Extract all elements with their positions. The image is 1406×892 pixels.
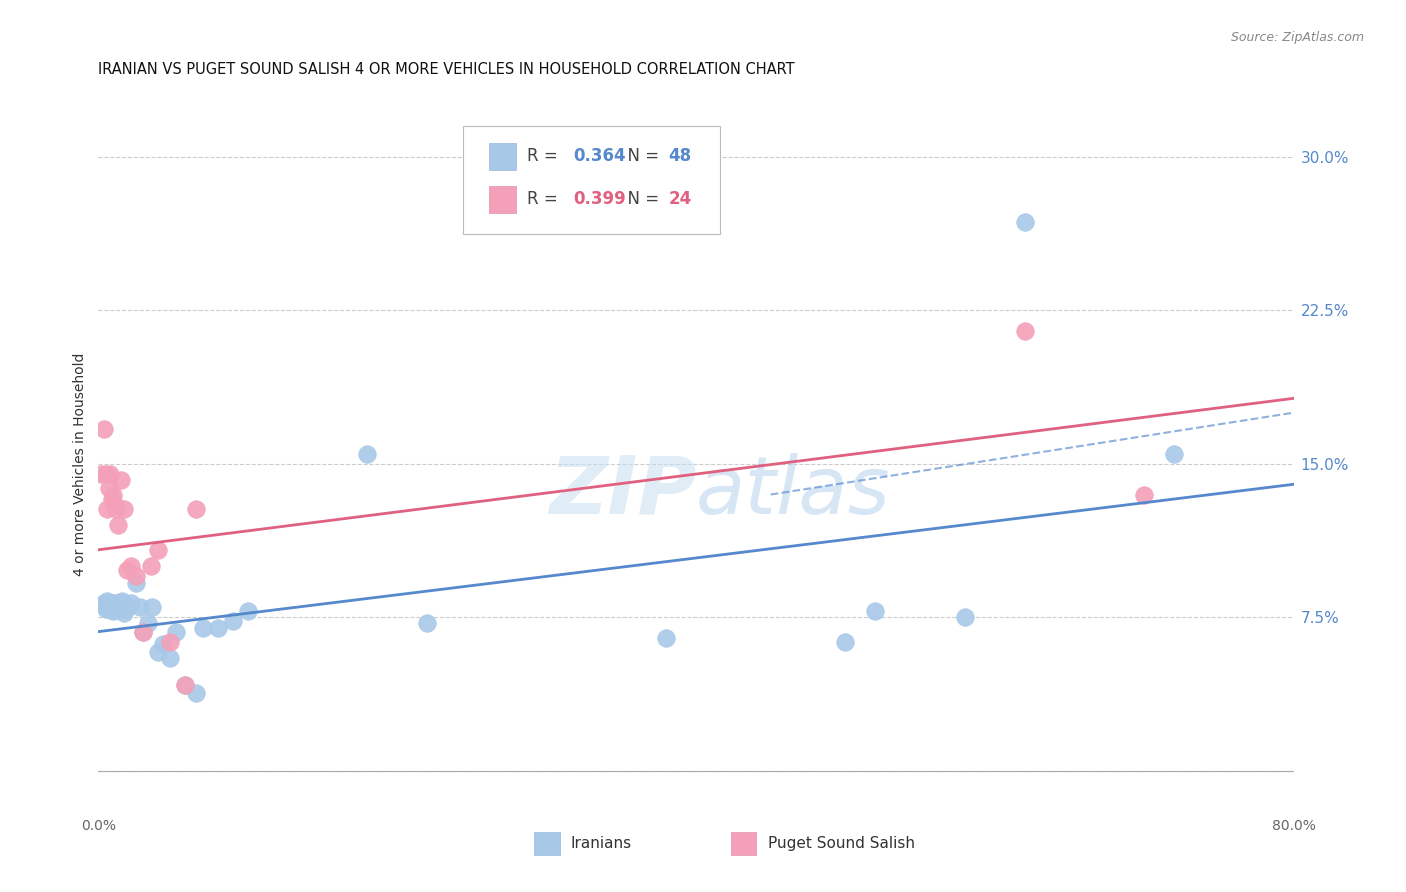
Point — [101, 491, 124, 506]
Point — [416, 616, 439, 631]
Point — [191, 621, 214, 635]
Text: R =: R = — [527, 147, 564, 165]
Point — [93, 422, 115, 436]
Point — [112, 501, 135, 516]
Text: N =: N = — [617, 191, 665, 209]
Point — [104, 498, 127, 512]
Point — [117, 600, 139, 615]
Point — [96, 600, 118, 615]
Point — [1014, 215, 1036, 229]
Point — [103, 604, 125, 618]
Point — [114, 602, 136, 616]
Point — [222, 615, 245, 629]
Point — [125, 569, 148, 583]
Y-axis label: 4 or more Vehicles in Household: 4 or more Vehicles in Household — [73, 352, 87, 575]
Point — [110, 596, 132, 610]
Point — [107, 596, 129, 610]
Text: 0.399: 0.399 — [572, 191, 626, 209]
Text: Puget Sound Salish: Puget Sound Salish — [768, 836, 915, 851]
Point — [152, 637, 174, 651]
Point — [136, 616, 159, 631]
Point — [104, 596, 127, 610]
Text: 48: 48 — [668, 147, 692, 165]
Point — [159, 651, 181, 665]
Point — [1133, 487, 1156, 501]
Point — [159, 635, 181, 649]
Point — [103, 487, 125, 501]
Point — [207, 621, 229, 635]
Point — [98, 600, 122, 615]
Point — [110, 473, 132, 487]
Point — [105, 600, 128, 615]
Point — [139, 559, 162, 574]
Point — [834, 635, 856, 649]
Point — [184, 501, 207, 516]
Point — [129, 600, 152, 615]
Bar — [489, 186, 516, 212]
Text: 0.364: 0.364 — [572, 147, 626, 165]
Text: atlas: atlas — [696, 452, 891, 531]
Point — [108, 600, 131, 615]
Text: Source: ZipAtlas.com: Source: ZipAtlas.com — [1230, 31, 1364, 45]
Point — [141, 600, 163, 615]
Bar — [489, 143, 516, 169]
Text: R =: R = — [527, 191, 564, 209]
Point — [94, 602, 117, 616]
Point — [103, 598, 125, 612]
Point — [1014, 324, 1036, 338]
Point — [953, 610, 976, 624]
Point — [93, 596, 115, 610]
Point — [101, 602, 124, 616]
Point — [865, 604, 887, 618]
Point — [98, 467, 122, 481]
Point — [96, 501, 118, 516]
Point — [90, 467, 112, 481]
Point — [165, 624, 187, 639]
Point — [148, 645, 170, 659]
Point — [655, 631, 678, 645]
Point — [104, 600, 127, 615]
Point — [94, 467, 117, 481]
Text: ZIP: ZIP — [548, 452, 696, 531]
Point — [97, 482, 120, 496]
Text: IRANIAN VS PUGET SOUND SALISH 4 OR MORE VEHICLES IN HOUSEHOLD CORRELATION CHART: IRANIAN VS PUGET SOUND SALISH 4 OR MORE … — [98, 62, 794, 78]
Point — [97, 602, 120, 616]
Point — [356, 447, 378, 461]
Point — [174, 678, 197, 692]
Point — [97, 596, 120, 610]
Point — [125, 575, 148, 590]
Text: N =: N = — [617, 147, 665, 165]
Point — [98, 602, 122, 616]
Point — [120, 559, 142, 574]
Text: Iranians: Iranians — [571, 836, 631, 851]
Point — [111, 594, 134, 608]
FancyBboxPatch shape — [463, 127, 720, 235]
Point — [105, 602, 128, 616]
Point — [115, 563, 138, 577]
Point — [184, 686, 207, 700]
Point — [132, 624, 155, 639]
Point — [236, 604, 259, 618]
Point — [120, 596, 142, 610]
Point — [107, 602, 129, 616]
Point — [105, 501, 128, 516]
Point — [96, 594, 118, 608]
Point — [112, 606, 135, 620]
Point — [132, 624, 155, 639]
Text: 24: 24 — [668, 191, 692, 209]
Point — [107, 518, 129, 533]
Point — [1163, 447, 1185, 461]
Point — [148, 542, 170, 557]
Point — [174, 678, 197, 692]
Point — [101, 596, 124, 610]
